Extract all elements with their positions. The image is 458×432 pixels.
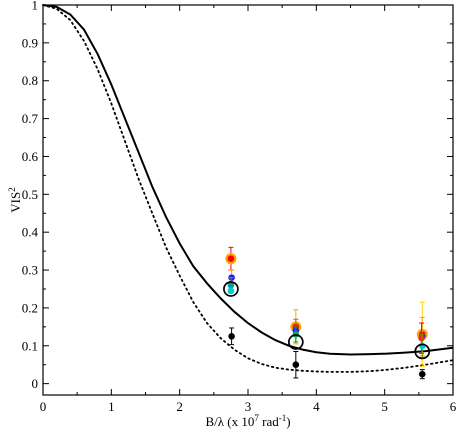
- x-tick-label: 1: [108, 399, 115, 414]
- y-axis-title-superscript: 2: [7, 187, 17, 192]
- x-axis-title-superscript: -1: [279, 413, 287, 423]
- x-axis-title-superscript: 7: [254, 413, 259, 423]
- x-tick-label: 6: [450, 399, 457, 414]
- open-circle-marker: [223, 281, 239, 297]
- model-curves: [42, 4, 454, 373]
- x-axis-title-text: rad: [259, 414, 279, 429]
- y-tick-label: 1: [32, 0, 39, 13]
- dotted-model-curve: [42, 4, 454, 373]
- open-circle-marker: [414, 343, 431, 360]
- y-tick-label: 0.7: [22, 111, 39, 126]
- y-tick-label: 0.8: [22, 73, 38, 88]
- data-point: [292, 361, 300, 369]
- data-point: [228, 333, 235, 340]
- y-tick-label: 0.9: [22, 35, 38, 50]
- y-tick-label: 0.5: [22, 187, 38, 202]
- x-tick-label: 4: [313, 399, 320, 414]
- data-point: [418, 342, 426, 350]
- y-tick-label: 0.6: [22, 149, 39, 164]
- x-tick-label: 5: [381, 399, 388, 414]
- x-tick-label: 0: [40, 399, 47, 414]
- y-tick-label: 0.3: [22, 263, 38, 278]
- x-axis-title-text: B/λ (x 10: [205, 414, 254, 429]
- data-point: [227, 255, 235, 262]
- x-axis-title-text: ): [286, 414, 290, 429]
- y-axis-title: VIS2: [7, 187, 23, 212]
- open-circle-marker: [287, 334, 304, 350]
- data-point: [227, 287, 235, 295]
- solid-model-curve: [42, 4, 454, 356]
- y-tick-label: 0.2: [22, 300, 38, 315]
- open-circle-markers: [223, 281, 431, 360]
- y-tick-label: 0.1: [22, 338, 38, 353]
- data-point: [418, 334, 425, 342]
- data-points: [225, 246, 428, 380]
- data-point: [418, 370, 426, 378]
- x-tick-label: 3: [245, 399, 252, 414]
- y-tick-label: 0.4: [22, 225, 39, 240]
- y-axis-title-text: VIS: [8, 192, 23, 213]
- y-tick-label: 0: [32, 376, 39, 391]
- plot-frame: [42, 4, 454, 396]
- data-point: [227, 281, 235, 289]
- x-axis-title: B/λ (x 107 rad-1): [205, 413, 290, 429]
- axis-ticks: 0 1 2 3 4 5 6 0 0.1 0.2 0.3 0.4 0.5 0.6 0.7 0.8 0.9 1: [22, 0, 457, 414]
- x-tick-label: 2: [176, 399, 183, 414]
